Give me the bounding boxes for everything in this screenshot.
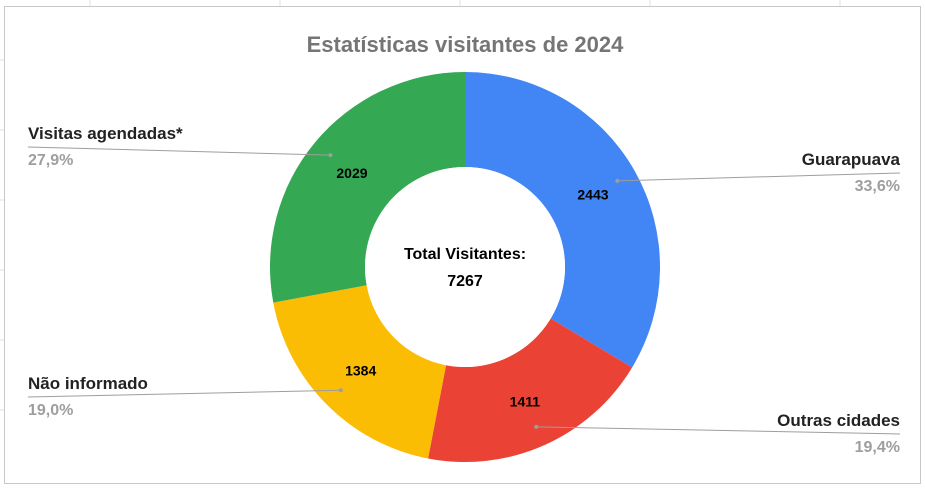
legend-name-outras-cidades: Outras cidades	[777, 411, 900, 430]
leader-dot-visitas-agendadas	[328, 153, 333, 158]
percent-label-nao-informado: 19,0%	[28, 402, 73, 419]
percent-label-outras-cidades: 19,4%	[855, 439, 900, 456]
leader-lines-group	[27, 146, 901, 435]
percent-label-visitas-agendadas: 27,9%	[28, 152, 73, 169]
legend-name-guarapuava: Guarapuava	[802, 150, 901, 169]
leader-line-outras-cidades	[536, 426, 901, 435]
percent-label-guarapuava: 33,6%	[855, 178, 900, 195]
leader-line-visitas-agendadas	[27, 146, 331, 156]
slice-visitas-agendadas[interactable]	[270, 72, 465, 303]
donut-hole	[365, 167, 565, 367]
leader-line-guarapuava	[617, 172, 901, 182]
chart-title: Estatísticas visitantes de 2024	[307, 32, 624, 57]
slice-outras-cidades[interactable]	[428, 318, 633, 462]
leader-dot-guarapuava	[615, 178, 620, 183]
value-label-guarapuava: 2443	[577, 187, 608, 203]
center-label: Total Visitantes:	[404, 246, 526, 263]
leader-line-nao-informado	[27, 389, 341, 398]
leader-dot-nao-informado	[338, 388, 343, 393]
slices-group	[270, 72, 660, 462]
slice-guarapuava[interactable]	[465, 72, 660, 368]
legend-name-nao-informado: Não informado	[28, 374, 148, 393]
center-value: 7267	[447, 273, 483, 290]
value-label-nao-informado: 1384	[345, 363, 376, 379]
labels-group: 2443 Guarapuava 33,6% 1411 Outras cidades 19,…	[28, 124, 901, 456]
slice-nao-informado[interactable]	[273, 285, 447, 459]
legend-name-visitas-agendadas: Visitas agendadas*	[28, 124, 183, 143]
value-label-outras-cidades: 1411	[510, 393, 541, 409]
value-label-visitas-agendadas: 2029	[336, 165, 367, 181]
leader-dot-outras-cidades	[534, 424, 539, 429]
